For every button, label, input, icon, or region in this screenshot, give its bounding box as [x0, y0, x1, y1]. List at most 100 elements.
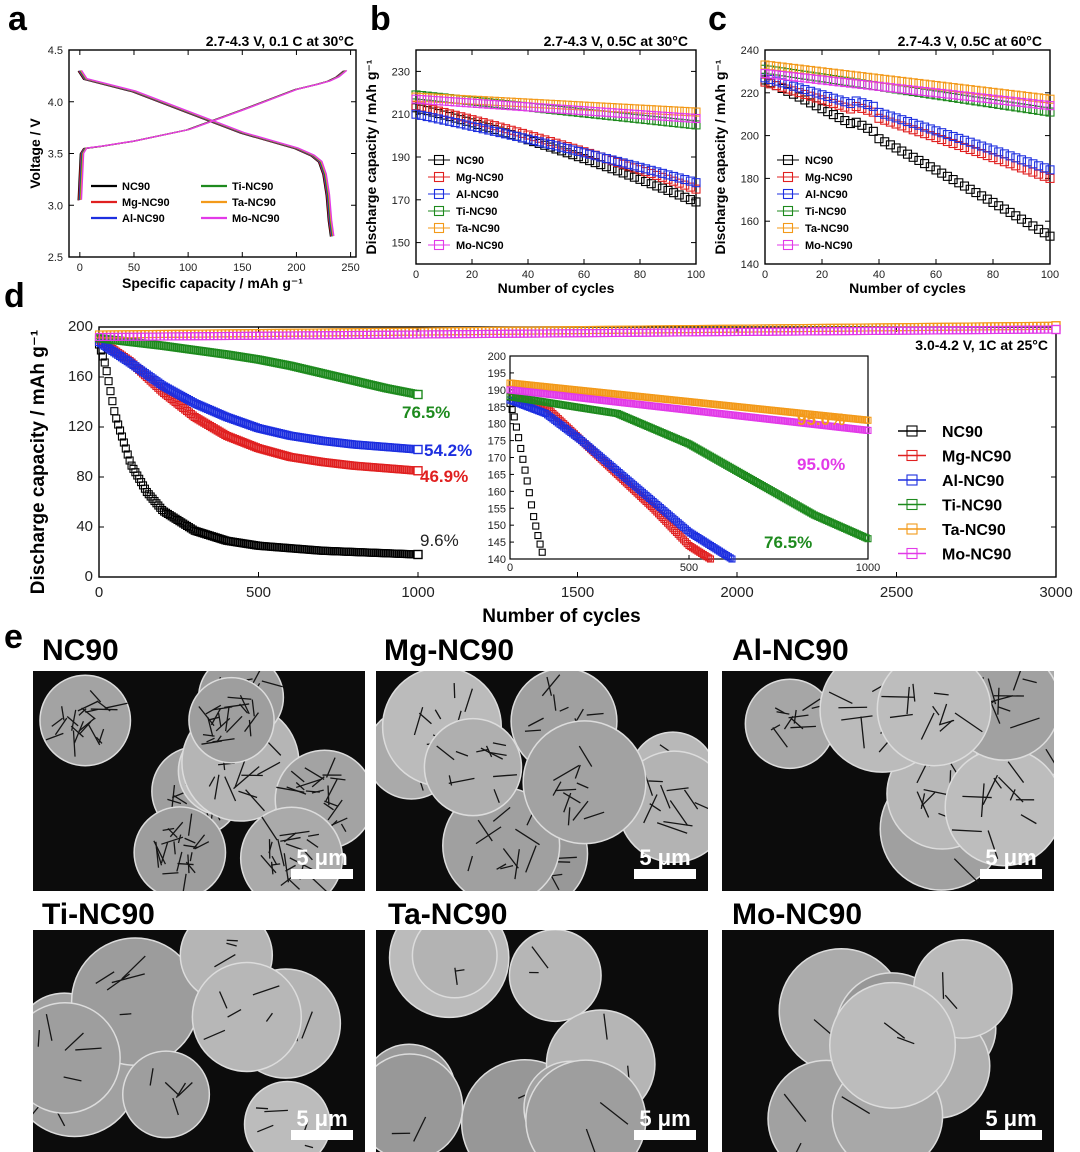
c-marker-Mg-NC90: [971, 146, 981, 157]
c-marker-Al-NC90: [999, 149, 1009, 159]
sem-crack: [982, 774, 999, 805]
c-marker-Al-NC90: [880, 109, 890, 119]
b-marker-Mo-NC90: [450, 97, 460, 107]
sem-crack: [64, 1032, 84, 1051]
d-inset-marker-Ti-NC90: [671, 434, 679, 442]
b-marker-Ta-NC90: [635, 104, 645, 114]
d-inset-marker-Ti-NC90: [672, 435, 681, 443]
a-ytick-label: 4.5: [48, 45, 63, 57]
d-annotation-Al-NC90: 54.2%: [424, 441, 472, 460]
sem-crack: [413, 1116, 427, 1142]
sem-crack: [480, 747, 504, 760]
sem-crack: [119, 1013, 132, 1016]
a-legend: NC90 Ti-NC90 Mg-NC90 Ta-NC90 Al-NC90 Mo-NC90: [91, 181, 280, 225]
a-charge-line-Ta-NC90: [80, 69, 347, 200]
sem-crack: [305, 790, 320, 793]
b-marker-Ta-NC90: [601, 102, 611, 112]
b-marker-NC90: [685, 195, 695, 205]
c-marker-Ta-NC90: [760, 60, 770, 70]
d-inset-marker-Ti-NC90: [864, 535, 872, 543]
c-marker-NC90: [988, 197, 998, 207]
sem-crack: [271, 855, 278, 865]
c-marker-Al-NC90: [1028, 159, 1038, 169]
d-inset-marker-Ti-NC90: [644, 422, 652, 431]
b-marker-Al-NC90: [669, 171, 679, 181]
c-marker-NC90: [908, 152, 918, 162]
b-marker-NC90: [657, 183, 667, 193]
sem-crack: [912, 683, 916, 702]
d-legend-label: Mg-NC90: [942, 449, 1011, 466]
c-marker-Mo-NC90: [925, 87, 935, 97]
d-legend-marker: [906, 523, 918, 535]
sem-crack: [95, 971, 115, 985]
sem-crack: [171, 785, 176, 811]
d-inset-marker-Ti-NC90: [663, 431, 672, 439]
c-marker-Mo-NC90: [840, 77, 850, 88]
sem-crack: [795, 1142, 802, 1152]
c-marker-Al-NC90: [771, 76, 781, 86]
c-marker-Al-NC90: [874, 107, 884, 117]
b-marker-Al-NC90: [562, 144, 572, 154]
c-marker-Ta-NC90: [937, 81, 947, 91]
c-marker-NC90: [828, 110, 838, 120]
c-marker-NC90: [925, 162, 935, 172]
d-inset-marker-Mg-NC90: [662, 517, 670, 525]
sem-crack: [306, 839, 319, 848]
sem-crack: [54, 717, 68, 736]
d-inset-marker-NC90: [538, 548, 546, 556]
d-inset-marker-NC90: [515, 434, 523, 442]
sem-crack: [951, 829, 982, 833]
c-marker-Mg-NC90: [1005, 159, 1015, 169]
c-marker-NC90: [965, 184, 975, 194]
sem-crack: [916, 791, 930, 818]
b-marker-Al-NC90: [478, 124, 488, 134]
c-marker-Al-NC90: [863, 99, 873, 110]
d-inset-marker-Ti-NC90: [816, 513, 824, 521]
sem-crack: [61, 706, 65, 721]
c-marker-NC90: [868, 126, 878, 136]
c-marker-Mo-NC90: [891, 83, 901, 93]
sem-crack: [528, 717, 544, 727]
sem-crack: [227, 696, 252, 700]
c-marker-Mg-NC90: [1016, 163, 1027, 173]
b-marker-NC90: [663, 185, 673, 195]
sem-crack: [989, 700, 1001, 724]
c-frame: [764, 49, 1051, 265]
c-marker-Al-NC90: [823, 91, 833, 102]
a-legend-label: Mo-NC90: [232, 213, 280, 225]
c-marker-Ta-NC90: [994, 88, 1004, 98]
sem-crack: [493, 774, 518, 778]
b-marker-Ta-NC90: [613, 103, 623, 113]
c-marker-Mg-NC90: [794, 88, 804, 98]
sem-crack: [783, 1093, 807, 1122]
d-inset-marker-Ti-NC90: [640, 421, 648, 429]
c-xtick-label: 0: [762, 269, 768, 281]
sem-crack: [938, 703, 948, 726]
sem-crack: [177, 1082, 193, 1097]
c-marker-Al-NC90: [942, 130, 952, 140]
sem-particle: [829, 981, 957, 1109]
b-marker-Al-NC90: [613, 156, 623, 166]
a-xtick-label: 200: [287, 262, 305, 274]
d-inset-marker-NC90: [536, 540, 544, 548]
c-marker-Al-NC90: [891, 113, 901, 123]
d-inset-marker-NC90: [532, 522, 540, 530]
sem-crack: [78, 717, 96, 732]
sem-particle: [376, 1053, 464, 1152]
sem-crack: [255, 1107, 269, 1110]
c-marker-Mo-NC90: [994, 95, 1004, 105]
sem-crack: [304, 1144, 314, 1149]
c-marker-Mg-NC90: [1022, 165, 1032, 175]
c-marker-Mo-NC90: [806, 74, 816, 84]
sem-crack: [502, 848, 519, 869]
d-inset-marker-Ti-NC90: [842, 525, 851, 533]
d-inset-marker-Ti-NC90: [638, 420, 647, 428]
sem-crack: [162, 872, 179, 875]
d-inset-marker-Ti-NC90: [624, 414, 632, 422]
b-marker-Al-NC90: [573, 146, 583, 156]
c-marker-Mg-NC90: [982, 151, 992, 161]
b-marker-Ti-NC90: [680, 119, 690, 129]
c-marker-Mo-NC90: [874, 81, 884, 91]
d-inset-marker-Ti-NC90: [653, 426, 661, 434]
